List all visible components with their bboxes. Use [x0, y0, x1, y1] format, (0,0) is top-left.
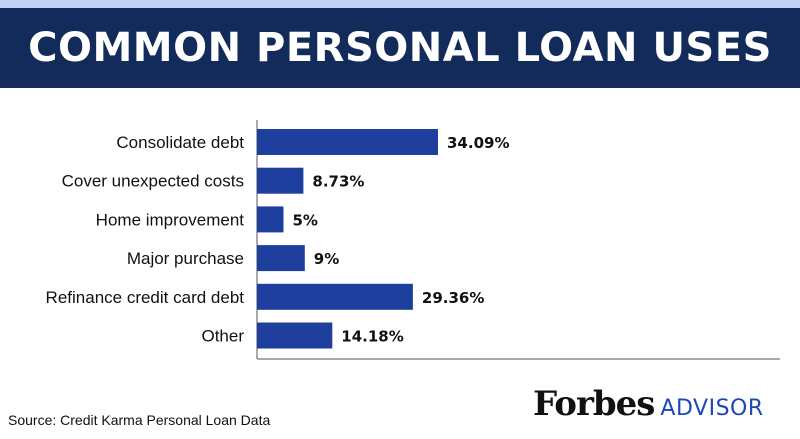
value-label: 29.36% [422, 289, 484, 307]
bar [257, 167, 304, 194]
bar [257, 129, 438, 155]
value-label: 5% [293, 211, 318, 229]
value-label: 8.73% [312, 173, 364, 191]
value-label: 34.09% [447, 134, 509, 152]
bar [257, 206, 284, 233]
logo-advisor-text: ADVISOR [660, 396, 764, 421]
category-label: Consolidate debt [116, 133, 244, 152]
page-title: COMMON PERSONAL LOAN USES [28, 25, 772, 71]
bar [257, 245, 305, 272]
top-accent-strip [0, 0, 800, 8]
category-label: Refinance credit card debt [46, 288, 245, 307]
category-label: Major purchase [127, 249, 244, 268]
category-label: Other [201, 327, 244, 346]
title-banner: COMMON PERSONAL LOAN USES [0, 8, 800, 88]
logo-forbes-text: Forbes [533, 384, 655, 424]
bar [257, 322, 333, 349]
source-note: Source: Credit Karma Personal Loan Data [8, 412, 271, 428]
value-label: 9% [314, 250, 339, 268]
value-label: 14.18% [341, 328, 403, 346]
category-label: Home improvement [96, 210, 245, 229]
forbes-advisor-logo: Forbes ADVISOR [533, 384, 778, 432]
category-label: Cover unexpected costs [62, 172, 244, 191]
bar [257, 283, 413, 310]
